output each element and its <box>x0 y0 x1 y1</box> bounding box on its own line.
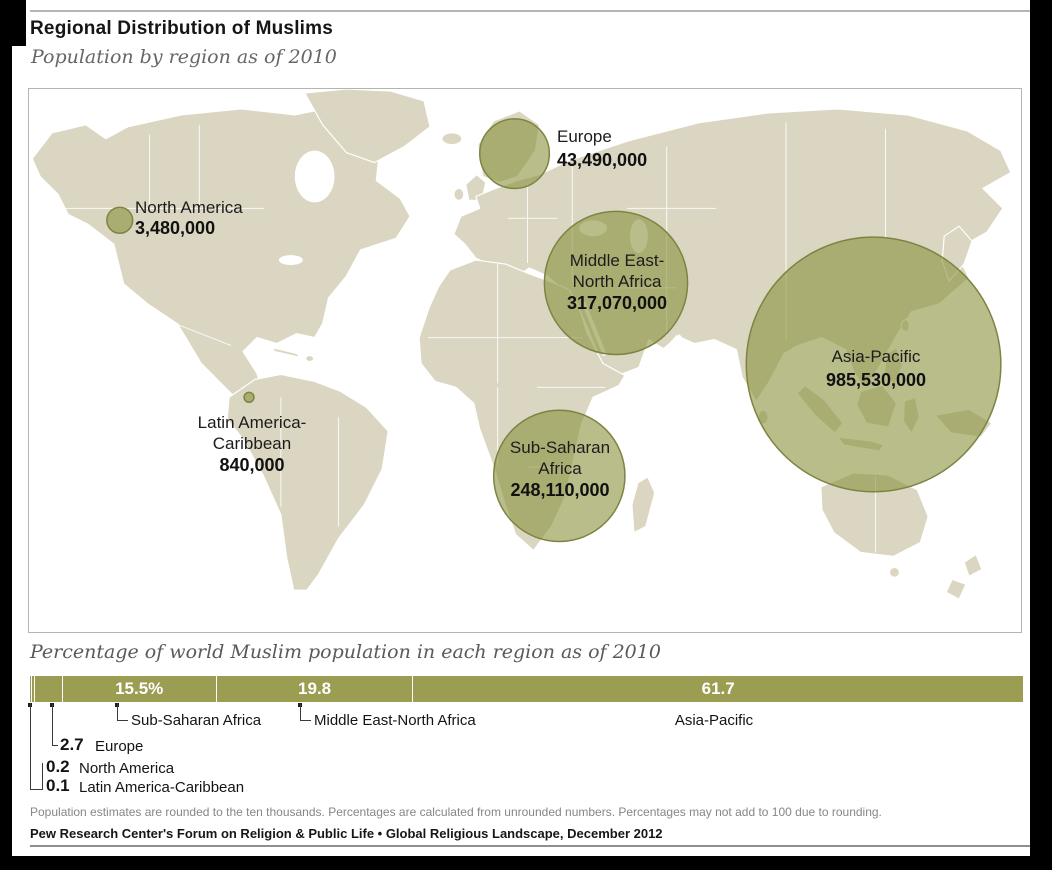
label-mena-name2: North Africa <box>572 272 662 291</box>
label-north-america-name: North America <box>135 198 243 217</box>
bubble-sub-saharan-africa <box>492 409 626 543</box>
great-lakes <box>278 255 303 266</box>
leader-line-europe <box>52 703 53 746</box>
bar-pct-north-america: 0.2 <box>46 757 70 776</box>
bar-label-europe: Europe <box>95 738 144 755</box>
source-line: Pew Research Center's Forum on Religion … <box>30 826 663 841</box>
page-title: Regional Distribution of Muslims <box>30 18 334 39</box>
label-europe-name: Europe <box>557 127 612 146</box>
page-subtitle: Population by region as of 2010 <box>31 46 337 68</box>
label-lac-block: Latin America- Caribbean 840,000 <box>173 412 331 476</box>
leader-line-lac-na <box>30 703 31 790</box>
bar-label-north-america: North America <box>79 760 175 777</box>
land-new-zealand-south <box>945 578 967 600</box>
bar-label-ssa: Sub-Saharan Africa <box>131 712 262 729</box>
bar-segment-europe <box>34 676 62 702</box>
land-south-america <box>226 373 389 591</box>
bar-caption: Percentage of world Muslim population in… <box>30 641 661 663</box>
land-hispaniola <box>305 354 315 363</box>
world-map <box>28 88 1022 633</box>
land-tasmania <box>888 566 901 578</box>
leader-elbow-lac-na <box>30 789 43 790</box>
leader-elbow-ssa <box>117 720 128 721</box>
label-mena-name1: Middle East- <box>569 251 665 270</box>
bar-label-asia-pacific: Asia-Pacific <box>674 712 754 729</box>
world-map-svg <box>31 89 1012 600</box>
population-bubbles <box>106 118 1002 543</box>
bar-segment-middle-east-north-africa: 19.8 <box>216 676 413 702</box>
leader-line-mena <box>300 703 301 721</box>
bar-pct-lac: 0.1 <box>46 776 70 795</box>
land-ireland <box>453 187 465 201</box>
hudson-bay <box>294 150 335 203</box>
bar-label-lac: Latin America-Caribbean <box>79 779 245 796</box>
label-lac-name1: Latin America- <box>197 413 307 432</box>
label-ssa-block: Sub-Saharan Africa 248,110,000 <box>480 437 640 501</box>
bottom-rule <box>30 845 1030 847</box>
label-europe-value: 43,490,000 <box>557 150 648 170</box>
label-lac-name2: Caribbean <box>212 434 292 453</box>
bubble-north-america <box>106 206 134 234</box>
bar-pct-europe: 2.7 <box>60 735 84 754</box>
land-greenland <box>304 89 431 164</box>
label-mena-block: Middle East- North Africa 317,070,000 <box>537 250 697 314</box>
bar-segment-north-america <box>31 676 34 702</box>
persian-gulf <box>663 334 682 352</box>
label-mena-value: 317,070,000 <box>566 293 668 313</box>
bubble-latin-america-caribbean <box>243 391 255 404</box>
bubble-middle-east-north-africa <box>543 210 689 356</box>
land-iceland <box>441 132 463 146</box>
label-ssa-value: 248,110,000 <box>510 480 610 500</box>
bar-label-mena: Middle East-North Africa <box>314 712 476 729</box>
label-asia-pacific-block: Asia-Pacific 985,530,000 <box>776 345 976 391</box>
leader-bracket-lac-na <box>42 763 43 790</box>
bar-segment-sub-saharan-africa: 15.5% <box>62 676 216 702</box>
leader-elbow-mena <box>300 720 311 721</box>
bar-segment-latin-america-caribbean <box>30 676 31 702</box>
stacked-bar: 15.5% 19.8 61.7 <box>30 676 1023 702</box>
label-north-america-value: 3,480,000 <box>135 218 216 238</box>
bar-segment-asia-pacific: 61.7 <box>413 676 1023 702</box>
bubble-europe <box>479 118 551 190</box>
leader-line-ssa <box>117 703 118 721</box>
label-ssa-name1: Sub-Saharan <box>509 438 611 457</box>
corner-notch <box>12 0 26 46</box>
label-asia-pacific-name: Asia-Pacific <box>831 347 921 366</box>
label-lac-value: 840,000 <box>219 455 285 475</box>
top-rule <box>30 10 1030 12</box>
footnote: Population estimates are rounded to the … <box>30 805 882 819</box>
land-new-zealand-north <box>963 553 983 577</box>
label-ssa-name2: Africa <box>538 459 582 478</box>
leader-elbow-europe <box>52 745 58 746</box>
land-madagascar <box>631 476 656 534</box>
label-asia-pacific-value: 985,530,000 <box>825 370 927 390</box>
bubble-asia-pacific <box>745 236 1002 493</box>
land-cuba <box>271 346 302 359</box>
